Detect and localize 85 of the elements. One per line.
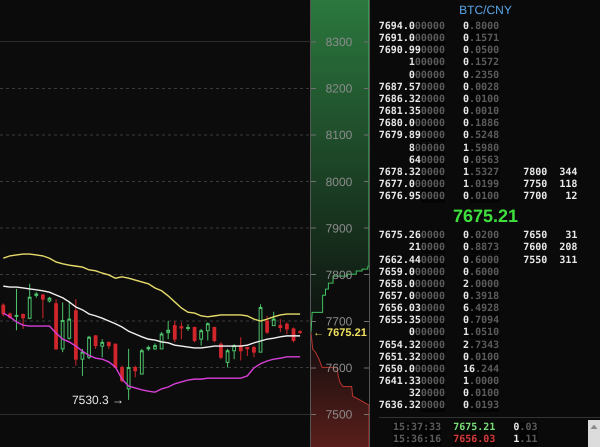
text: 7676.950000 0.0100 7700 12 — [378, 191, 578, 204]
text: 7681.350000 0.0010 — [378, 106, 500, 118]
text: 7675.260000 0.0200 7650 31 — [378, 230, 578, 242]
text: 000000 0.2350 — [408, 70, 500, 82]
text: 640000 0.0563 — [408, 154, 500, 167]
candlestick — [100, 338, 104, 358]
candlestick — [153, 342, 157, 350]
text: 7662.440000 0.6000 7550 311 — [378, 254, 578, 267]
text: 15:36:16 7656.03 1.11 — [393, 434, 538, 446]
candlestick — [48, 296, 52, 303]
candlestick — [180, 322, 184, 340]
annotation: ← 7675.21 — [313, 327, 367, 339]
candlestick — [114, 342, 118, 369]
text: 7654.320000 2.7343 — [378, 340, 500, 352]
y-tick-label: 8000 — [326, 174, 353, 189]
candlestick — [28, 283, 32, 320]
candlestick — [265, 315, 270, 335]
candlestick — [245, 346, 250, 356]
candlestick — [67, 300, 72, 340]
candlestick — [219, 342, 223, 360]
text: 15:37:33 7675.21 0.03 — [393, 422, 538, 434]
candlestick — [140, 348, 144, 375]
text: 7641.330000 1.0000 — [378, 376, 500, 388]
text: 000000 1.0510 — [408, 327, 500, 340]
candlestick — [172, 320, 177, 343]
y-tick-label: 7500 — [326, 408, 353, 422]
text: 7679.890000 0.5248 — [378, 130, 500, 142]
y-tick-label: 8100 — [326, 128, 353, 142]
candlestick — [54, 298, 58, 350]
candlestick — [192, 326, 196, 343]
text: BTC/CNY — [459, 3, 512, 17]
candlestick — [74, 298, 78, 366]
y-tick-label: 8300 — [326, 35, 353, 50]
candlestick — [60, 302, 65, 353]
text: 7650.000000 16.244 — [378, 364, 500, 376]
candlestick — [133, 365, 138, 378]
candlestick — [199, 328, 204, 346]
text: 7687.570000 0.0028 — [378, 82, 500, 94]
text: 7659.000000 0.6000 — [378, 266, 500, 279]
candlestick — [186, 324, 190, 332]
candlestick — [34, 292, 38, 298]
candlestick — [106, 340, 111, 350]
text: 7691.000000 0.1571 — [378, 33, 500, 46]
text: 7678.320000 1.5327 7800 344 — [378, 166, 578, 179]
candlestick — [298, 330, 302, 335]
candlestick — [160, 332, 164, 350]
text: 320000 0.0100 — [408, 388, 500, 400]
candlestick — [166, 320, 170, 340]
candlestick — [126, 348, 130, 400]
text: 100000 0.1572 — [408, 57, 500, 70]
candlestick — [278, 318, 282, 333]
text: 7651.320000 0.0100 — [378, 352, 500, 364]
candlestick — [212, 326, 216, 343]
y-tick-label: 8200 — [326, 82, 353, 96]
candlestick — [252, 345, 256, 358]
y-tick-label: 7700 — [326, 314, 353, 328]
text: 7657.000000 0.3918 — [378, 291, 500, 303]
candlestick — [226, 348, 230, 368]
y-tick-label: 7600 — [326, 361, 353, 376]
candlestick — [21, 313, 25, 330]
candlestick — [285, 322, 289, 335]
candlestick — [258, 304, 262, 353]
annotation: 7530.3 → — [72, 393, 124, 407]
candlestick — [14, 288, 18, 331]
text: 7686.320000 0.0100 — [378, 94, 500, 106]
text: 7694.000000 0.8000 — [378, 21, 500, 33]
candlestick — [40, 294, 45, 319]
candlestick — [272, 311, 276, 326]
text: 7655.350000 0.7094 — [378, 315, 500, 328]
text: 7680.000000 0.1886 — [378, 118, 500, 130]
text: 800000 1.5980 — [408, 142, 500, 154]
text: 210000 0.8873 7600 208 — [408, 242, 578, 254]
candlestick — [238, 336, 243, 362]
candlestick — [206, 322, 210, 342]
candlestick — [146, 345, 150, 352]
candlestick — [80, 348, 84, 376]
text: 7675.21 — [452, 205, 518, 228]
text: 7656.030000 6.4928 — [378, 303, 500, 316]
text: 7658.000000 2.0000 — [378, 278, 500, 291]
text: 7677.000000 1.0199 7750 118 — [378, 178, 578, 191]
candlestick — [87, 335, 91, 360]
candlestick — [94, 334, 98, 350]
text: 7690.990000 0.0500 — [378, 45, 500, 58]
y-tick-label: 7900 — [326, 221, 353, 236]
text: 7636.320000 0.0193 — [378, 400, 500, 412]
